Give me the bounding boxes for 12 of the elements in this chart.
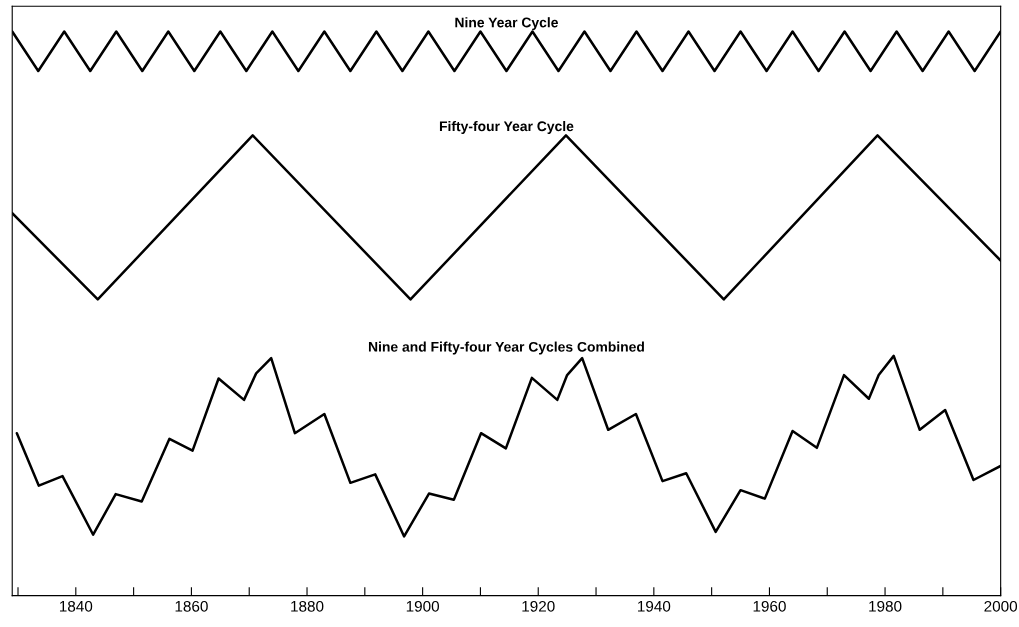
x-tick-label: 1840 — [59, 600, 93, 612]
x-tick-label: 1880 — [291, 600, 324, 612]
x-tick-label: 1940 — [638, 600, 671, 612]
x-tick-label: 1980 — [869, 600, 902, 612]
series-label: Nine Year Cycle — [455, 17, 558, 31]
series-label: Fifty-four Year Cycle — [439, 120, 574, 134]
x-tick-label: 1900 — [406, 600, 440, 612]
x-tick-label: 1920 — [522, 600, 555, 612]
text: Nine and Fifty-four Year Cycles Combined — [368, 341, 644, 355]
x-tick-label: 2000 — [984, 600, 1018, 612]
x-tick-label: 1860 — [175, 600, 208, 612]
x-tick-label: 1960 — [753, 600, 786, 612]
